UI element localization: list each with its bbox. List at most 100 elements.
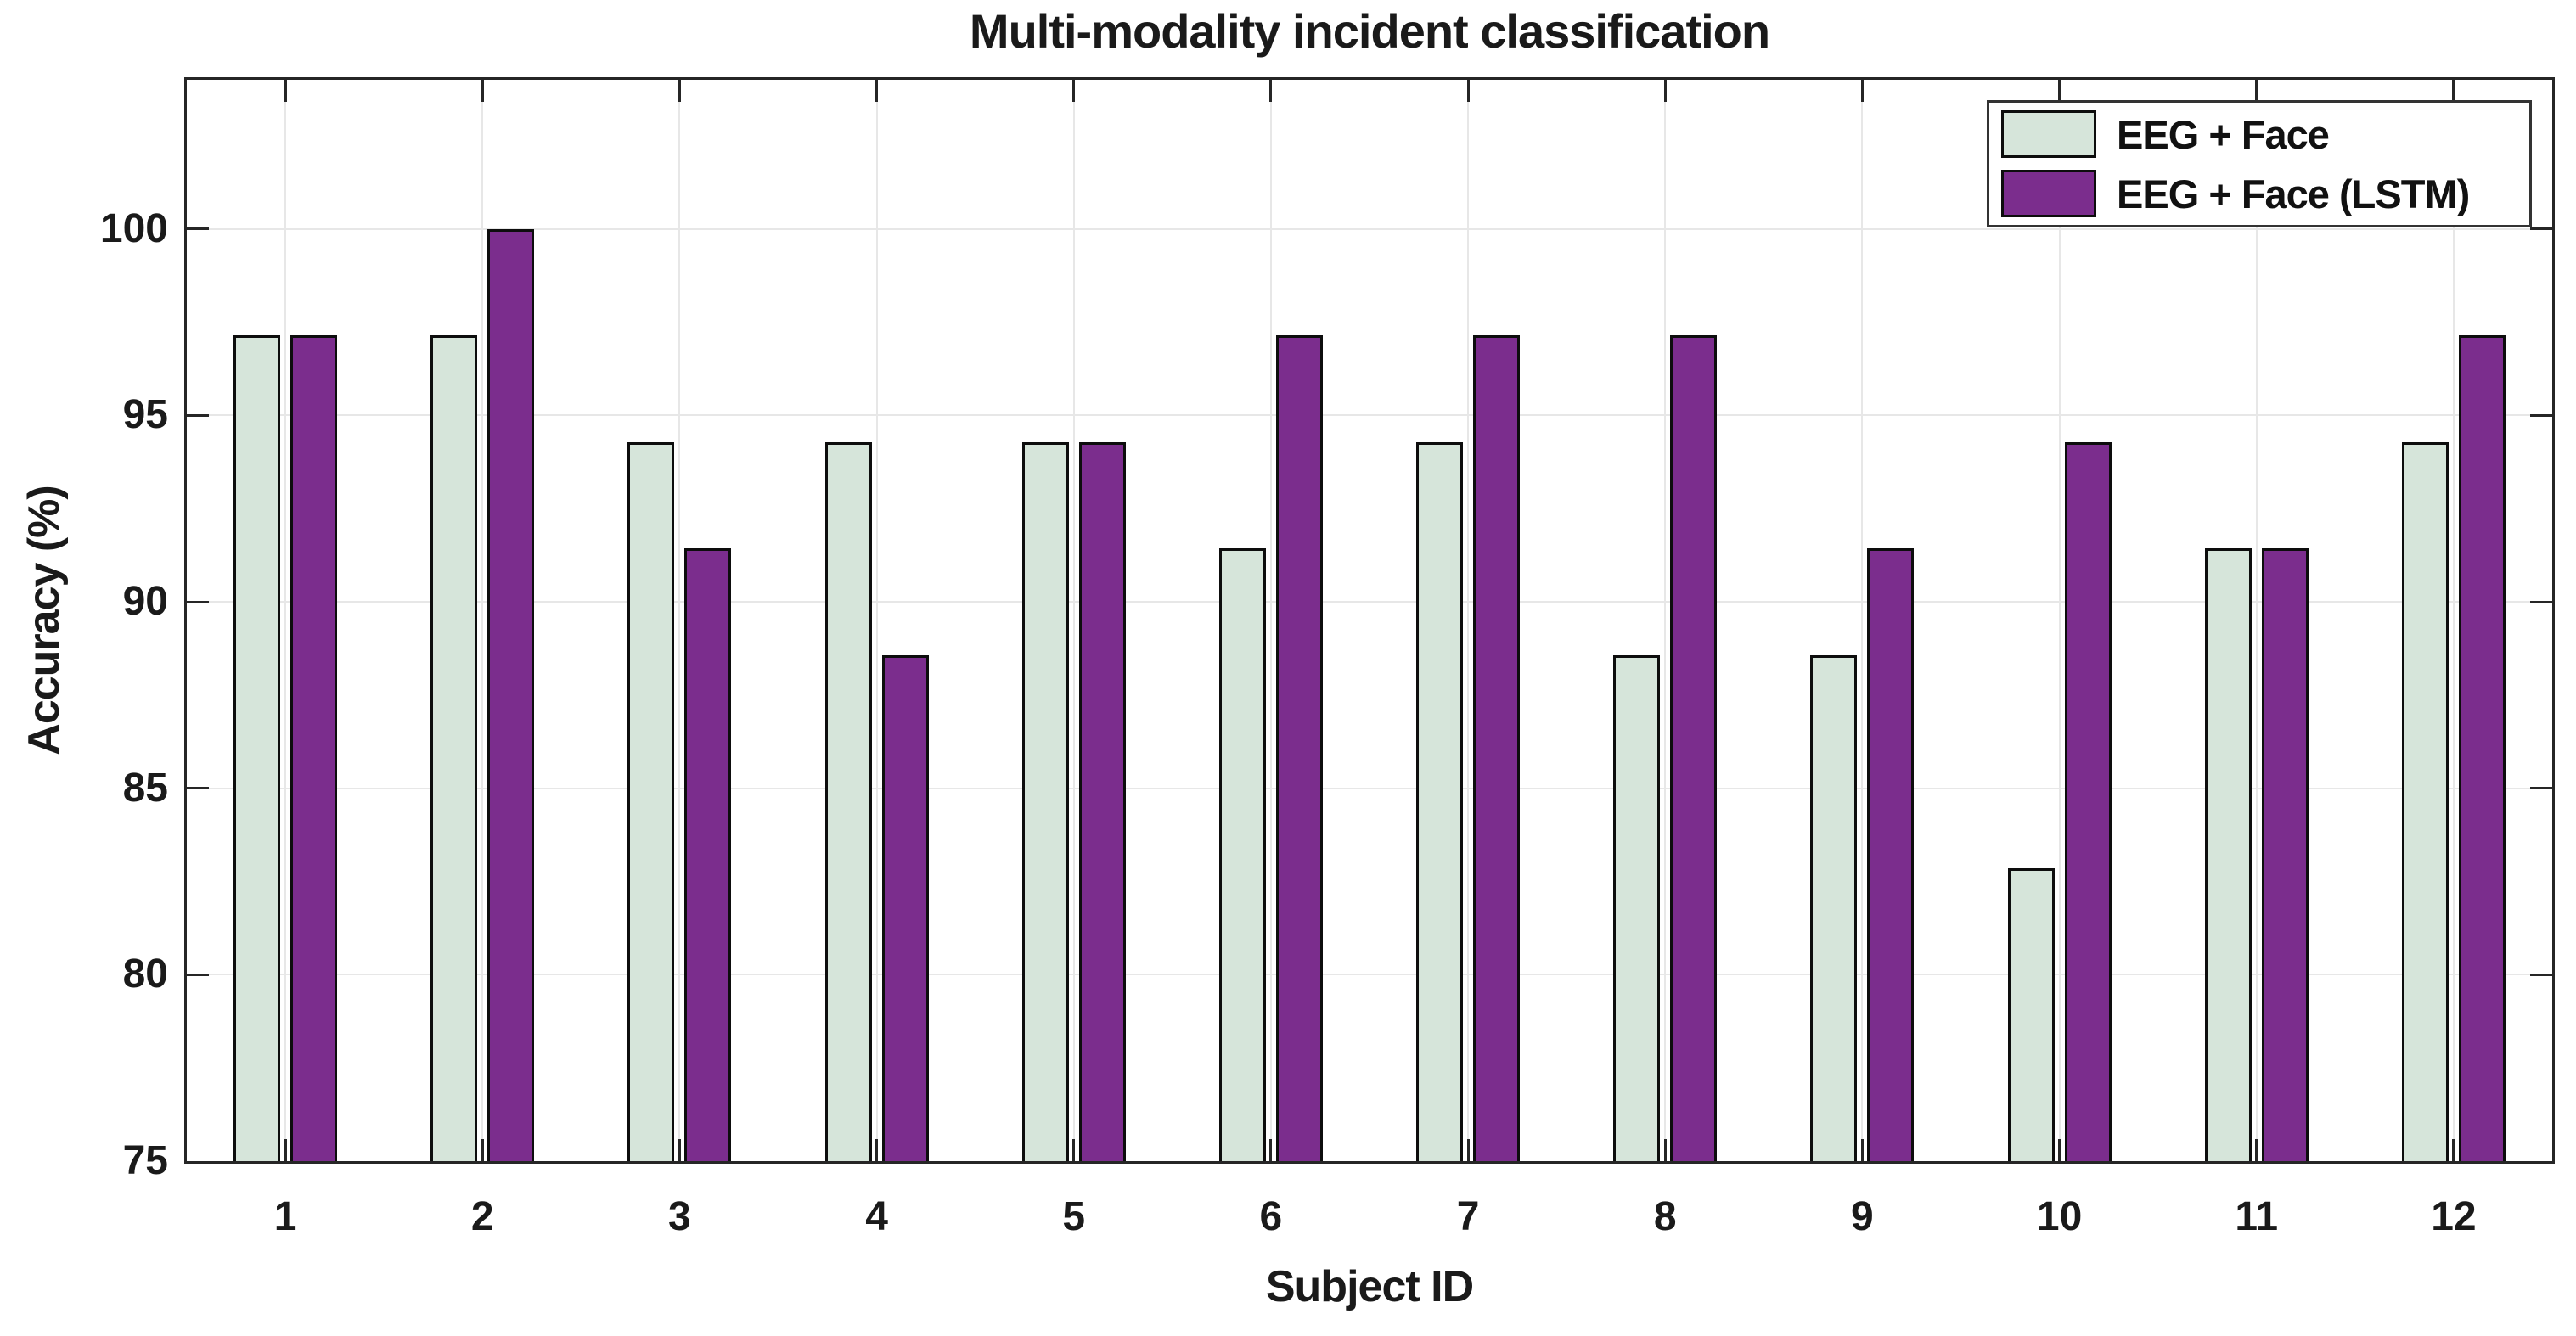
x-tick-mark-top xyxy=(875,80,879,102)
x-tick-label: 4 xyxy=(865,1194,888,1239)
bar-eeg-face-subject-6 xyxy=(1218,548,1266,1161)
legend-entry: EEG + Face (LSTM) xyxy=(2001,170,2517,217)
bar-eeg-face-lstm--subject-1 xyxy=(290,335,338,1161)
y-tick-mark-left xyxy=(187,787,209,790)
y-tick-mark-left xyxy=(187,600,209,603)
bar-eeg-face-lstm--subject-3 xyxy=(684,548,732,1161)
y-tick-mark-right xyxy=(2530,413,2552,417)
gridline-horizontal xyxy=(187,227,2552,230)
y-tick-mark-left xyxy=(187,227,209,231)
bar-eeg-face-subject-8 xyxy=(1613,654,1661,1161)
legend-swatch-eeg-face xyxy=(2001,110,2096,158)
gridline-vertical xyxy=(875,80,878,1161)
x-tick-mark-bottom xyxy=(1269,1139,1273,1161)
bar-eeg-face-subject-3 xyxy=(627,441,675,1161)
y-tick-mark-right xyxy=(2530,600,2552,603)
bar-eeg-face-lstm--subject-7 xyxy=(1473,335,1521,1161)
legend: EEG + Face EEG + Face (LSTM) xyxy=(1987,100,2532,227)
x-tick-mark-bottom xyxy=(1072,1139,1076,1161)
x-tick-mark-top xyxy=(1466,80,1470,102)
gridline-horizontal xyxy=(187,414,2552,417)
gridline-vertical xyxy=(284,80,287,1161)
bar-eeg-face-lstm--subject-5 xyxy=(1078,441,1126,1161)
x-tick-mark-top xyxy=(1269,80,1273,102)
gridline-vertical xyxy=(1072,80,1075,1161)
bar-eeg-face-lstm--subject-11 xyxy=(2261,548,2309,1161)
y-tick-label: 85 xyxy=(122,765,168,811)
bar-eeg-face-subject-4 xyxy=(824,441,872,1161)
y-tick-label: 80 xyxy=(122,951,168,997)
x-tick-mark-bottom xyxy=(2452,1139,2455,1161)
y-tick-mark-left xyxy=(187,413,209,417)
legend-swatch-eeg-face-lstm xyxy=(2001,170,2096,217)
bar-eeg-face-lstm--subject-10 xyxy=(2064,441,2112,1161)
x-tick-mark-bottom xyxy=(481,1139,484,1161)
x-tick-label: 9 xyxy=(1851,1194,1874,1239)
x-tick-mark-top xyxy=(481,80,484,102)
bar-eeg-face-subject-11 xyxy=(2204,548,2252,1161)
bar-eeg-face-subject-2 xyxy=(430,335,478,1161)
x-tick-mark-top xyxy=(2452,80,2455,102)
x-tick-mark-top xyxy=(2255,80,2258,102)
x-tick-mark-bottom xyxy=(678,1139,681,1161)
y-tick-label: 95 xyxy=(122,392,168,438)
x-tick-mark-top xyxy=(284,80,287,102)
bar-eeg-face-lstm--subject-4 xyxy=(881,654,929,1161)
legend-label: EEG + Face (LSTM) xyxy=(2117,171,2470,216)
bar-eeg-face-lstm--subject-8 xyxy=(1670,335,1718,1161)
x-tick-mark-bottom xyxy=(2058,1139,2061,1161)
gridline-vertical xyxy=(678,80,681,1161)
x-tick-label: 6 xyxy=(1259,1194,1283,1239)
x-tick-label: 11 xyxy=(2235,1194,2279,1239)
x-tick-mark-bottom xyxy=(284,1139,287,1161)
y-tick-mark-right xyxy=(2530,227,2552,231)
x-tick-mark-bottom xyxy=(1860,1139,1864,1161)
bar-eeg-face-subject-7 xyxy=(1416,441,1464,1161)
y-tick-mark-right xyxy=(2530,787,2552,790)
y-tick-mark-left xyxy=(187,973,209,976)
gridline-horizontal xyxy=(187,787,2552,789)
x-tick-label: 1 xyxy=(273,1194,297,1239)
legend-entry: EEG + Face xyxy=(2001,110,2517,158)
bar-eeg-face-lstm--subject-6 xyxy=(1275,335,1323,1161)
x-tick-label: 2 xyxy=(470,1194,494,1239)
gridline-vertical xyxy=(1269,80,1272,1161)
x-tick-mark-top xyxy=(1072,80,1076,102)
x-tick-label: 3 xyxy=(668,1194,691,1239)
gridline-vertical xyxy=(2255,80,2258,1161)
x-tick-label: 10 xyxy=(2036,1194,2083,1239)
y-tick-mark-right xyxy=(2530,973,2552,976)
bar-eeg-face-subject-1 xyxy=(233,335,281,1161)
x-tick-mark-top xyxy=(2058,80,2061,102)
bar-eeg-face-subject-5 xyxy=(1021,441,1069,1161)
x-tick-label: 12 xyxy=(2431,1194,2477,1239)
bar-eeg-face-lstm--subject-9 xyxy=(1867,548,1915,1161)
x-tick-label: 8 xyxy=(1653,1194,1677,1239)
gridline-horizontal xyxy=(187,974,2552,976)
x-tick-mark-bottom xyxy=(1466,1139,1470,1161)
gridline-vertical xyxy=(1664,80,1667,1161)
bar-eeg-face-lstm--subject-2 xyxy=(487,228,535,1161)
bar-eeg-face-subject-9 xyxy=(1810,654,1858,1161)
x-tick-mark-top xyxy=(1663,80,1667,102)
y-tick-label: 75 xyxy=(122,1138,168,1183)
gridline-vertical xyxy=(2452,80,2455,1161)
plot-area xyxy=(184,77,2555,1164)
x-tick-label: 7 xyxy=(1456,1194,1480,1239)
x-tick-mark-top xyxy=(1860,80,1864,102)
x-tick-mark-bottom xyxy=(2255,1139,2258,1161)
gridline-vertical xyxy=(481,80,484,1161)
gridline-vertical xyxy=(1861,80,1864,1161)
y-tick-label: 100 xyxy=(99,205,168,251)
gridline-vertical xyxy=(1467,80,1470,1161)
x-axis-label: Subject ID xyxy=(1265,1262,1474,1311)
x-tick-mark-bottom xyxy=(1663,1139,1667,1161)
bar-eeg-face-lstm--subject-12 xyxy=(2458,335,2506,1161)
bar-eeg-face-subject-12 xyxy=(2401,441,2449,1161)
x-tick-mark-bottom xyxy=(875,1139,879,1161)
x-tick-mark-top xyxy=(678,80,681,102)
legend-label: EEG + Face xyxy=(2117,111,2330,157)
gridline-vertical xyxy=(2058,80,2061,1161)
y-tick-label: 90 xyxy=(122,579,168,625)
